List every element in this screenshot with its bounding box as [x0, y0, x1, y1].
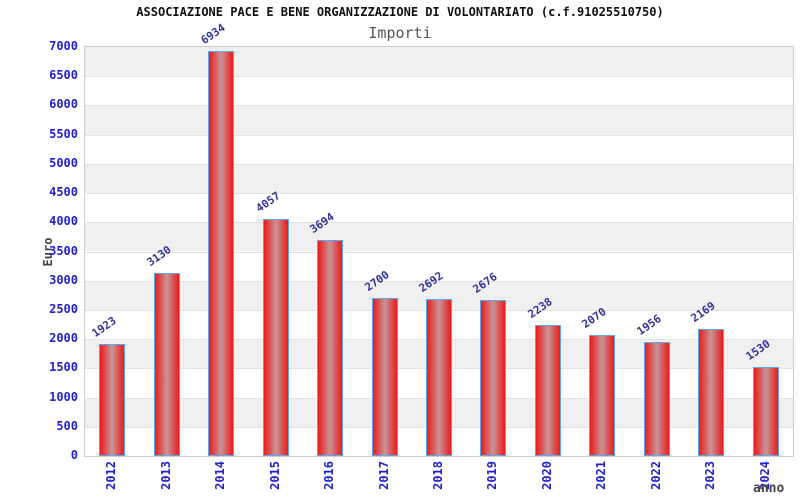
y-tick-label-4000: 4000	[49, 214, 78, 229]
y-tick-label-0: 0	[70, 448, 78, 462]
x-tick-label-2012: 2012	[104, 461, 119, 490]
y-tick-label-1500: 1500	[49, 360, 78, 375]
grid-band	[85, 251, 793, 281]
grid-band	[85, 222, 793, 252]
x-tick-label-2017: 2017	[376, 461, 391, 490]
grid-band	[85, 193, 793, 223]
bar-2020	[534, 325, 561, 456]
grid-band	[85, 105, 793, 135]
y-tick-label-4500: 4500	[49, 185, 78, 200]
y-tick-label-5000: 5000	[49, 155, 78, 170]
y-tick-label-2500: 2500	[49, 301, 78, 316]
grid-band	[85, 76, 793, 106]
bar-2012	[99, 343, 126, 456]
x-tick-label-2020: 2020	[539, 461, 554, 490]
y-tick-label-3500: 3500	[49, 243, 78, 258]
y-tick-label-500: 500	[56, 418, 78, 433]
bar-2021	[589, 335, 616, 456]
chart-title: ASSOCIAZIONE PACE E BENE ORGANIZZAZIONE …	[136, 5, 664, 19]
y-tick-label-6500: 6500	[49, 68, 78, 83]
bar-2017	[371, 298, 398, 456]
x-tick-label-2013: 2013	[158, 461, 173, 490]
bar-2015	[262, 218, 289, 456]
x-tick-label-2016: 2016	[322, 461, 337, 490]
x-tick-label-2021: 2021	[594, 461, 609, 490]
plot-area: 1923 3130 6934 4057 3694 2700 2692 2676 2238 2070…	[84, 21, 794, 457]
y-tick-label-7000: 7000	[49, 39, 78, 53]
x-tick-label-2014: 2014	[213, 461, 228, 490]
y-tick-label-1000: 1000	[49, 389, 78, 404]
y-tick-label-6000: 6000	[49, 97, 78, 112]
chart-subtitle: Importi	[368, 24, 432, 42]
bar-2014	[208, 50, 235, 456]
bar-2024	[752, 366, 779, 456]
x-tick-label-2022: 2022	[648, 461, 663, 490]
y-tick-label-5500: 5500	[49, 126, 78, 141]
bar-2013	[153, 273, 180, 456]
y-tick-label-2000: 2000	[49, 331, 78, 346]
x-tick-label-2015: 2015	[267, 461, 282, 490]
x-tick-label-2023: 2023	[703, 461, 718, 490]
y-tick-label-3000: 3000	[49, 272, 78, 287]
bar-2022	[643, 341, 670, 456]
bar-2016	[317, 240, 344, 456]
x-tick-label-2018: 2018	[431, 461, 445, 490]
bar-2019	[480, 299, 507, 456]
grid-band	[85, 134, 793, 164]
grid-band	[85, 47, 793, 77]
grid-band	[85, 163, 793, 194]
bar-2023	[698, 329, 725, 456]
bar-2018	[426, 298, 452, 456]
x-tick-label-2019: 2019	[485, 461, 500, 490]
x-axis-title: anno	[753, 481, 785, 496]
